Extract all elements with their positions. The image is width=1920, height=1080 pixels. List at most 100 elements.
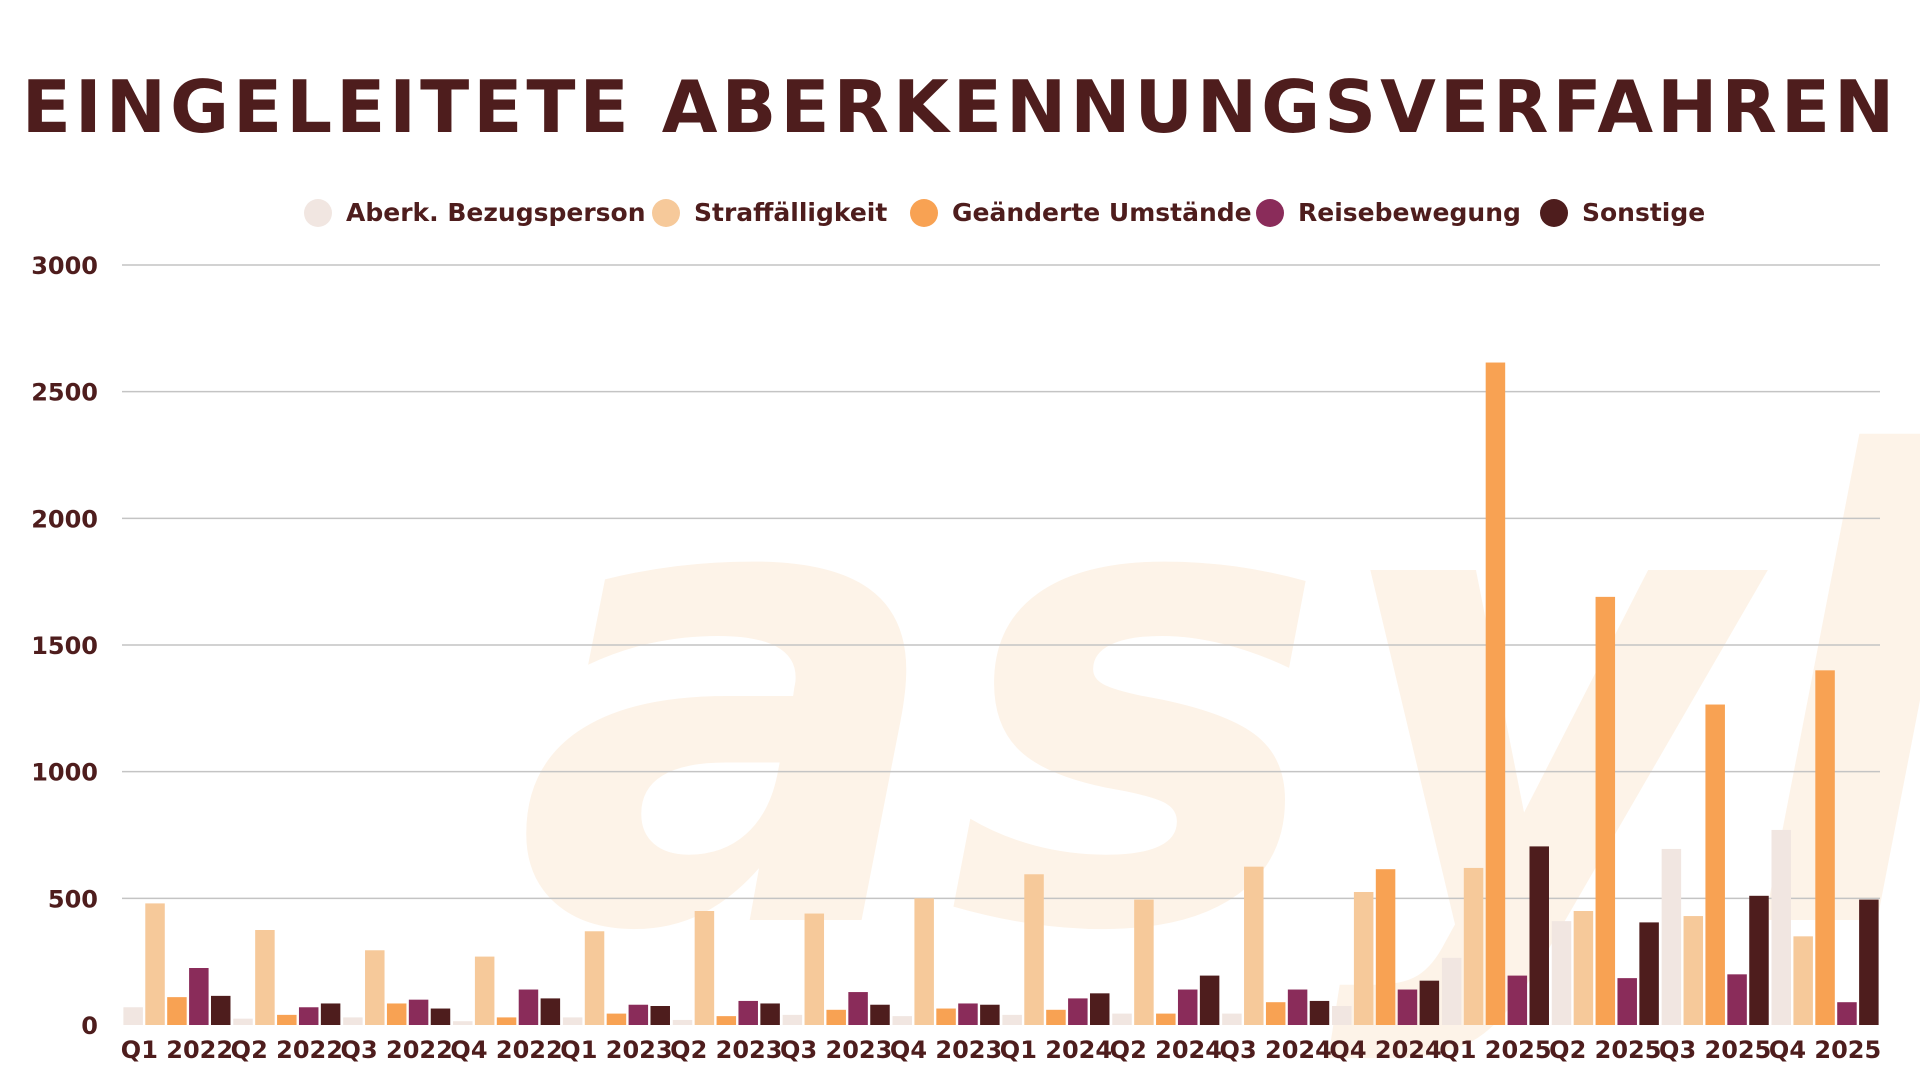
legend-item: Reisebewegung	[1256, 198, 1521, 227]
x-tick-label: Q2 2025	[1549, 1036, 1661, 1064]
bar	[1375, 869, 1396, 1025]
bar	[870, 1004, 890, 1025]
bar	[189, 968, 209, 1025]
bar	[1859, 899, 1879, 1025]
bar	[1529, 846, 1549, 1025]
bar	[474, 956, 495, 1025]
x-tick-label: Q2 2024	[1110, 1036, 1222, 1064]
bar	[255, 930, 275, 1025]
y-tick-label: 0	[81, 1012, 98, 1040]
legend-marker	[910, 199, 938, 227]
bar	[408, 999, 429, 1025]
x-tick-label: Q3 2025	[1659, 1036, 1771, 1064]
bar	[540, 998, 561, 1025]
bar	[453, 1021, 473, 1025]
bar	[606, 1013, 627, 1025]
x-tick-label: Q1 2022	[121, 1036, 233, 1064]
bar	[1595, 596, 1616, 1025]
bar	[914, 898, 934, 1025]
x-tick-label: Q2 2022	[231, 1036, 343, 1064]
bar	[1507, 975, 1528, 1025]
x-tick-label: Q1 2024	[1000, 1036, 1112, 1064]
x-tick-label: Q2 2023	[670, 1036, 782, 1064]
bar	[936, 1008, 956, 1025]
bar	[804, 913, 825, 1025]
bar	[496, 1017, 517, 1025]
bar	[738, 1000, 758, 1025]
bar	[1661, 848, 1682, 1025]
legend-marker	[304, 199, 332, 227]
y-tick-label: 3000	[31, 252, 98, 280]
bar	[1265, 1002, 1286, 1025]
bar	[1837, 1002, 1857, 1025]
y-tick-label: 500	[48, 885, 98, 913]
legend-marker	[652, 199, 680, 227]
legend-label: Reisebewegung	[1298, 198, 1521, 227]
gridlines	[122, 264, 1880, 900]
x-tick-label: Q3 2022	[341, 1036, 453, 1064]
bar	[233, 1018, 253, 1025]
bar	[1639, 922, 1659, 1025]
bar	[716, 1016, 737, 1025]
bar	[826, 1009, 846, 1025]
bar	[980, 1004, 1000, 1025]
bar	[1287, 989, 1308, 1025]
bar	[1068, 998, 1088, 1025]
bar	[210, 995, 231, 1025]
bar	[123, 1007, 143, 1025]
bar	[167, 997, 187, 1025]
bar	[1727, 974, 1747, 1025]
bar	[365, 950, 385, 1025]
bar	[298, 1007, 319, 1025]
bar	[848, 992, 868, 1025]
x-tick-label: Q4 2025	[1769, 1036, 1881, 1064]
bar	[1046, 1009, 1066, 1025]
bar	[386, 1003, 407, 1025]
bar	[1793, 936, 1813, 1025]
bar	[1309, 1000, 1330, 1025]
y-tick-label: 1500	[31, 632, 98, 660]
bar	[1199, 975, 1220, 1025]
legend: Aberk. Bezugsperson Straffälligkeit Geände…	[304, 198, 1705, 227]
bar	[1749, 895, 1769, 1025]
legend-label: Sonstige	[1582, 198, 1705, 227]
x-tick-label: Q4 2022	[450, 1036, 562, 1064]
x-tick-label: Q4 2024	[1329, 1036, 1441, 1064]
y-tick-label: 2500	[31, 379, 98, 407]
legend-label: Aberk. Bezugsperson	[346, 198, 646, 227]
bar	[320, 1003, 341, 1025]
bar	[1353, 892, 1374, 1025]
bar	[518, 989, 539, 1025]
y-axis: 0 500 1000 1500 2000 2500 3000	[31, 252, 98, 1040]
bar	[782, 1014, 803, 1025]
bar	[694, 911, 715, 1025]
bar	[1771, 829, 1792, 1025]
chart-title: EINGELEITETE ABERKENNUNGSVERFAHREN	[22, 65, 1899, 149]
bar	[628, 1004, 649, 1025]
bar	[1222, 1013, 1242, 1025]
bar	[1485, 362, 1506, 1025]
bar	[1244, 866, 1264, 1025]
bar	[672, 1019, 693, 1025]
bar	[1112, 1013, 1132, 1025]
bar	[1617, 978, 1637, 1025]
legend-label: Straffälligkeit	[694, 198, 887, 227]
bar	[145, 903, 165, 1025]
bar	[1683, 916, 1704, 1025]
bar	[1134, 899, 1154, 1025]
bar	[760, 1003, 780, 1025]
x-tick-label: Q1 2023	[560, 1036, 672, 1064]
bar	[650, 1006, 670, 1025]
bar	[1332, 1006, 1352, 1025]
bar	[277, 1014, 297, 1025]
bar	[1419, 980, 1440, 1025]
bar	[1463, 867, 1484, 1025]
bar	[1002, 1014, 1022, 1025]
bar	[958, 1003, 978, 1025]
bar	[1024, 874, 1044, 1025]
bar	[1397, 989, 1418, 1025]
x-tick-label: Q3 2023	[780, 1036, 892, 1064]
bar	[584, 931, 605, 1025]
